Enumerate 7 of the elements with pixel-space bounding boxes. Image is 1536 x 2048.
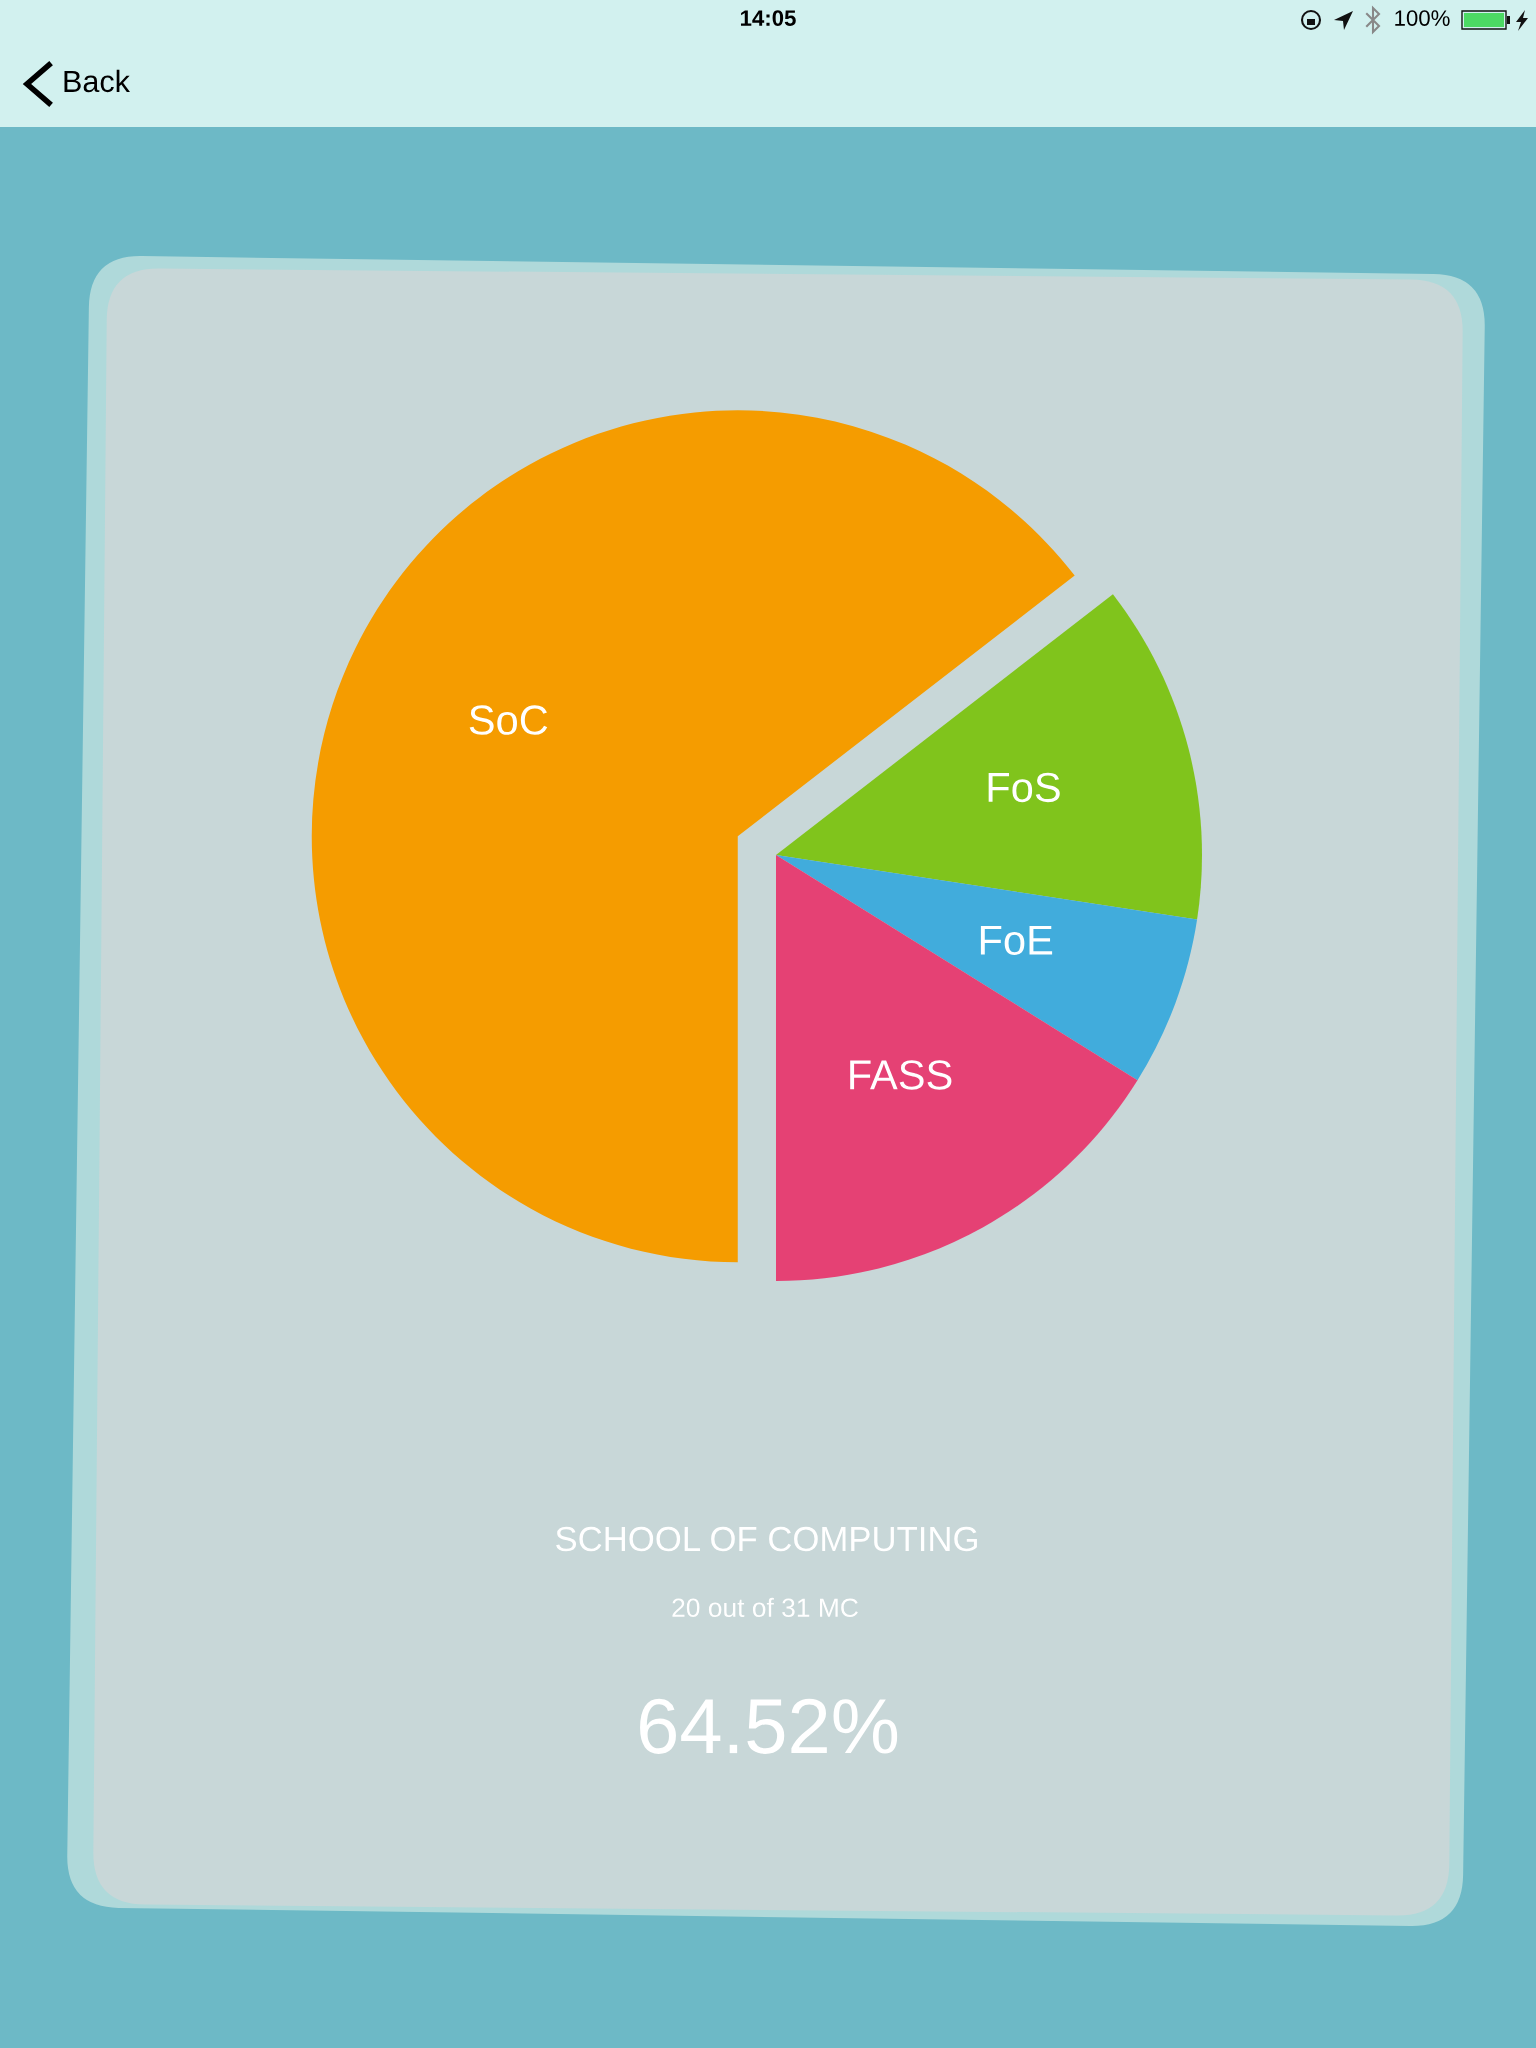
slice-label: FASS (850, 1060, 952, 1090)
slice-label: FoS (988, 772, 1060, 803)
slice-label: SoC (469, 705, 548, 735)
text: 100% (1395, 10, 1450, 26)
text: Back (64, 69, 130, 93)
slice-label: FoE (980, 925, 1053, 955)
text: 14:05 (740, 10, 796, 26)
